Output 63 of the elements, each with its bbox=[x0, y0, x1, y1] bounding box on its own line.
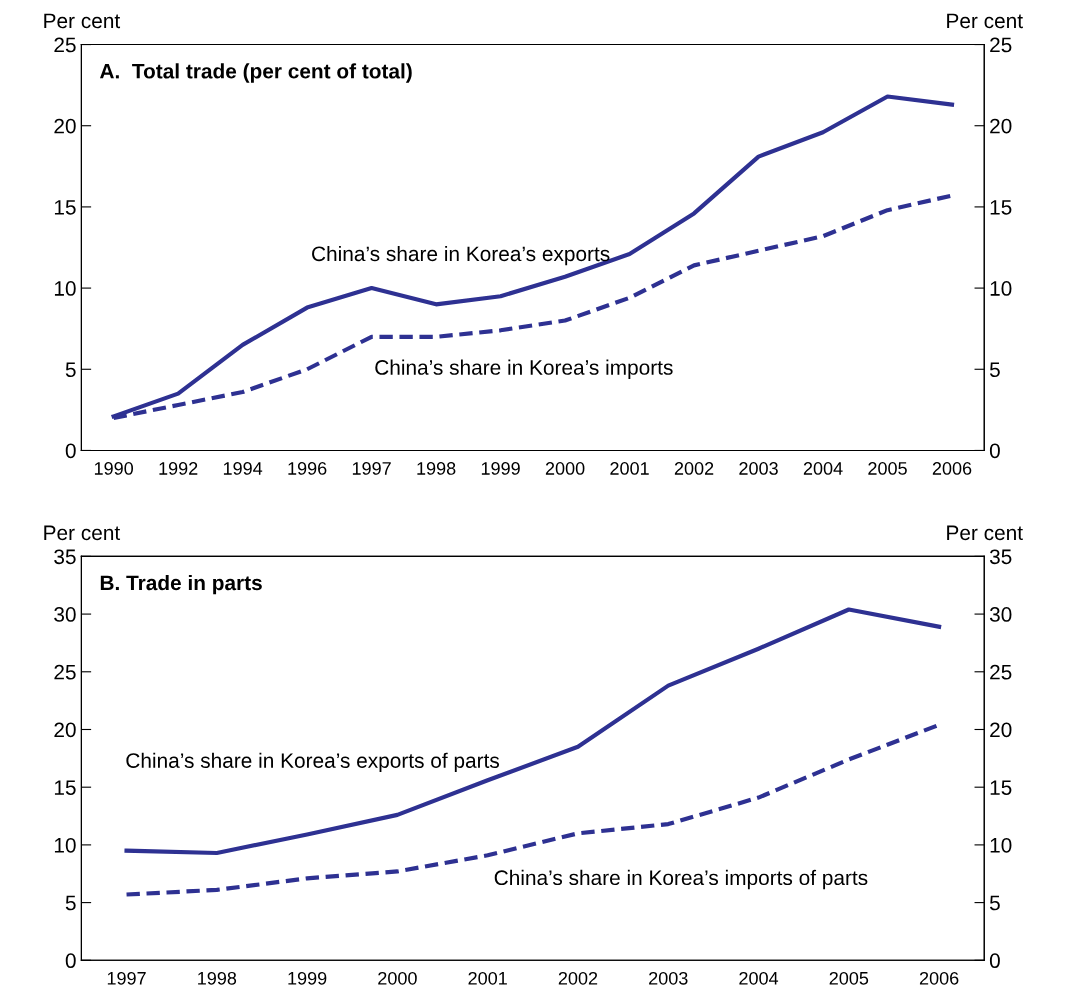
y-tick-label: 25 bbox=[54, 37, 76, 53]
x-tick-label: 2001 bbox=[468, 971, 507, 985]
y-tick-label: 0 bbox=[65, 953, 76, 969]
y-tick-label: 15 bbox=[54, 200, 76, 215]
y-tick-label: 5 bbox=[65, 895, 76, 911]
x-tick-label: 2003 bbox=[649, 971, 688, 985]
x-tick-label: 1990 bbox=[94, 462, 134, 475]
y-tick-label: 20 bbox=[54, 722, 76, 738]
x-tick-label: 2004 bbox=[803, 462, 843, 475]
y2-tick-label: 5 bbox=[989, 895, 1000, 911]
x-tick-label: 1998 bbox=[417, 462, 456, 475]
x-tick-label: 1999 bbox=[481, 462, 520, 475]
y2-tick-label: 30 bbox=[989, 607, 1012, 622]
y-tick-label: 35 bbox=[54, 549, 76, 565]
text: A. Total trade (per cent of total) bbox=[99, 63, 412, 83]
y2-tick-label: 10 bbox=[990, 281, 1012, 296]
x-tick-label: 1992 bbox=[159, 462, 198, 475]
y-axis-title: Per cent bbox=[44, 525, 121, 541]
x-tick-label: 2001 bbox=[610, 462, 649, 475]
y-tick-label: 25 bbox=[54, 664, 76, 680]
x-tick-label: 1996 bbox=[288, 462, 327, 475]
x-tick-label: 2004 bbox=[739, 971, 779, 985]
annotation: China’s share in Korea’s exports bbox=[312, 245, 610, 266]
y-tick-label: 10 bbox=[54, 281, 76, 296]
y2-tick-label: 25 bbox=[990, 37, 1012, 53]
line-series bbox=[124, 607, 942, 856]
y2-tick-label: 5 bbox=[989, 362, 1000, 378]
y2-axis-title: Per cent bbox=[947, 525, 1023, 541]
x-tick-label: 2006 bbox=[919, 971, 959, 985]
y2-axis-title: Per cent bbox=[947, 13, 1023, 29]
x-tick-label: 1997 bbox=[107, 971, 146, 985]
x-tick-label: 1999 bbox=[288, 971, 327, 985]
x-tick-label: 2006 bbox=[932, 462, 972, 475]
y2-tick-label: 0 bbox=[989, 443, 1000, 459]
x-tick-label: 2002 bbox=[558, 971, 598, 985]
x-tick-label: 1998 bbox=[198, 971, 237, 985]
y2-tick-label: 35 bbox=[989, 549, 1012, 565]
x-tick-label: 2003 bbox=[739, 462, 778, 475]
y2-tick-label: 15 bbox=[990, 200, 1012, 215]
y-tick-label: 20 bbox=[54, 118, 76, 134]
y-tick-label: 0 bbox=[65, 443, 76, 459]
y2-tick-label: 15 bbox=[990, 780, 1012, 795]
x-tick-label: 2002 bbox=[674, 462, 714, 475]
y2-tick-label: 10 bbox=[990, 837, 1012, 853]
annotation: China’s share in Korea’s imports bbox=[375, 359, 673, 379]
x-tick-label: 1994 bbox=[223, 462, 263, 475]
y-tick-label: 5 bbox=[65, 362, 76, 378]
x-tick-label: 2005 bbox=[829, 971, 869, 985]
text: B. Trade in parts bbox=[100, 574, 262, 595]
annotation: China’s share in Korea’s imports of parts bbox=[494, 869, 868, 890]
x-tick-label: 2000 bbox=[378, 971, 417, 985]
y2-tick-label: 25 bbox=[990, 664, 1012, 680]
y-tick-label: 30 bbox=[54, 607, 76, 622]
y-tick-label: 10 bbox=[54, 837, 76, 853]
x-tick-label: 2005 bbox=[868, 462, 907, 475]
y2-tick-label: 0 bbox=[989, 953, 1000, 969]
annotation: China’s share in Korea’s exports of parts bbox=[126, 752, 500, 773]
y-axis-title: Per cent bbox=[44, 13, 121, 29]
y2-tick-label: 20 bbox=[990, 722, 1012, 738]
y2-tick-label: 20 bbox=[990, 118, 1012, 134]
x-tick-label: 1997 bbox=[352, 462, 391, 475]
y-tick-label: 15 bbox=[54, 780, 76, 795]
x-tick-label: 2000 bbox=[545, 462, 585, 475]
